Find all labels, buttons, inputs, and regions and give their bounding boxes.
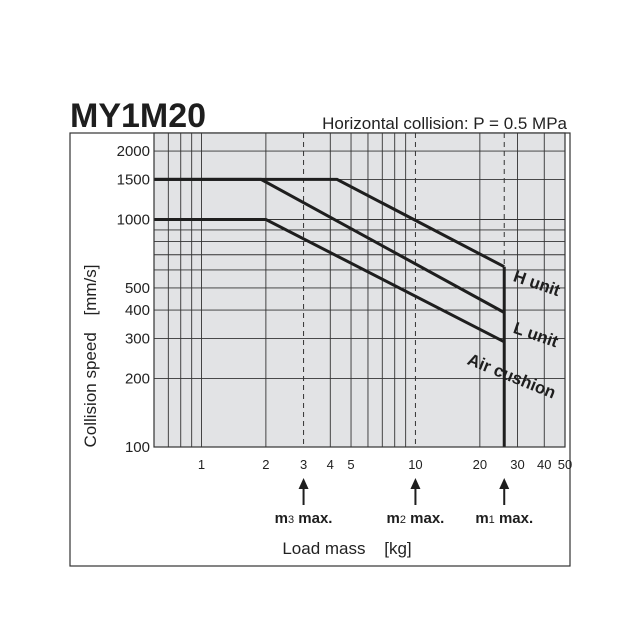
x-axis-unit: [kg] xyxy=(384,539,411,558)
y-tick-label: 400 xyxy=(125,302,150,319)
y-tick-label: 100 xyxy=(125,439,150,456)
y-axis-unit: [mm/s] xyxy=(81,264,100,315)
x-tick-label: 10 xyxy=(408,457,422,472)
series-line xyxy=(154,177,505,314)
max-marker-arrow-head xyxy=(298,478,309,489)
max-marker-label-sub: 3 xyxy=(288,514,294,526)
max-marker-label-tail: max. xyxy=(294,510,332,527)
y-axis-title: Collision speed xyxy=(81,332,100,447)
max-marker-label-sub: 1 xyxy=(489,514,495,526)
y-tick-label: 1500 xyxy=(117,171,150,188)
chart-subtitle: Horizontal collision: P = 0.5 MPa xyxy=(322,114,567,133)
series-lines xyxy=(154,177,506,447)
x-tick-label: 40 xyxy=(537,457,551,472)
x-tick-labels: 1 2 3 4 5 10 20 30 40 50 xyxy=(198,457,572,472)
x-tick-label: 5 xyxy=(347,457,354,472)
x-tick-label: 20 xyxy=(473,457,487,472)
max-markers: m3 max. m2 max. m1 max. xyxy=(275,133,533,527)
y-axis-label: Collision speed [mm/s] xyxy=(81,264,100,447)
plot-frame xyxy=(153,132,566,448)
x-axis-label: Load mass [kg] xyxy=(282,539,411,558)
max-marker-label: m3 max. xyxy=(275,510,333,527)
max-marker-label-tail: max. xyxy=(406,510,444,527)
y-tick-label: 1000 xyxy=(117,211,150,228)
y-tick-label: 200 xyxy=(125,371,150,388)
y-tick-label: 2000 xyxy=(117,143,150,160)
x-tick-label: 4 xyxy=(327,457,334,472)
series-line xyxy=(154,218,505,344)
max-marker-label: m2 max. xyxy=(387,510,445,527)
max-marker-label-sub: 2 xyxy=(400,514,406,526)
chart-title: MY1M20 xyxy=(70,97,206,135)
x-tick-label: 50 xyxy=(558,457,572,472)
max-marker-label-main: m xyxy=(387,510,400,527)
x-tick-label: 30 xyxy=(510,457,524,472)
y-tick-label: 300 xyxy=(125,330,150,347)
x-tick-label: 3 xyxy=(300,457,307,472)
x-axis-title: Load mass xyxy=(282,539,365,558)
max-marker-arrow-head xyxy=(410,478,421,489)
max-marker-label: m1 max. xyxy=(475,510,533,527)
y-tick-label: 500 xyxy=(125,280,150,297)
y-tick-labels: 100 200 300 400 500 1000 1500 2000 xyxy=(117,143,150,456)
x-tick-label: 2 xyxy=(262,457,269,472)
max-marker-label-tail: max. xyxy=(495,510,533,527)
max-marker-label-main: m xyxy=(275,510,288,527)
max-marker-label-main: m xyxy=(475,510,488,527)
max-marker-arrow-head xyxy=(499,478,510,489)
plot-area xyxy=(154,133,565,447)
x-tick-label: 1 xyxy=(198,457,205,472)
